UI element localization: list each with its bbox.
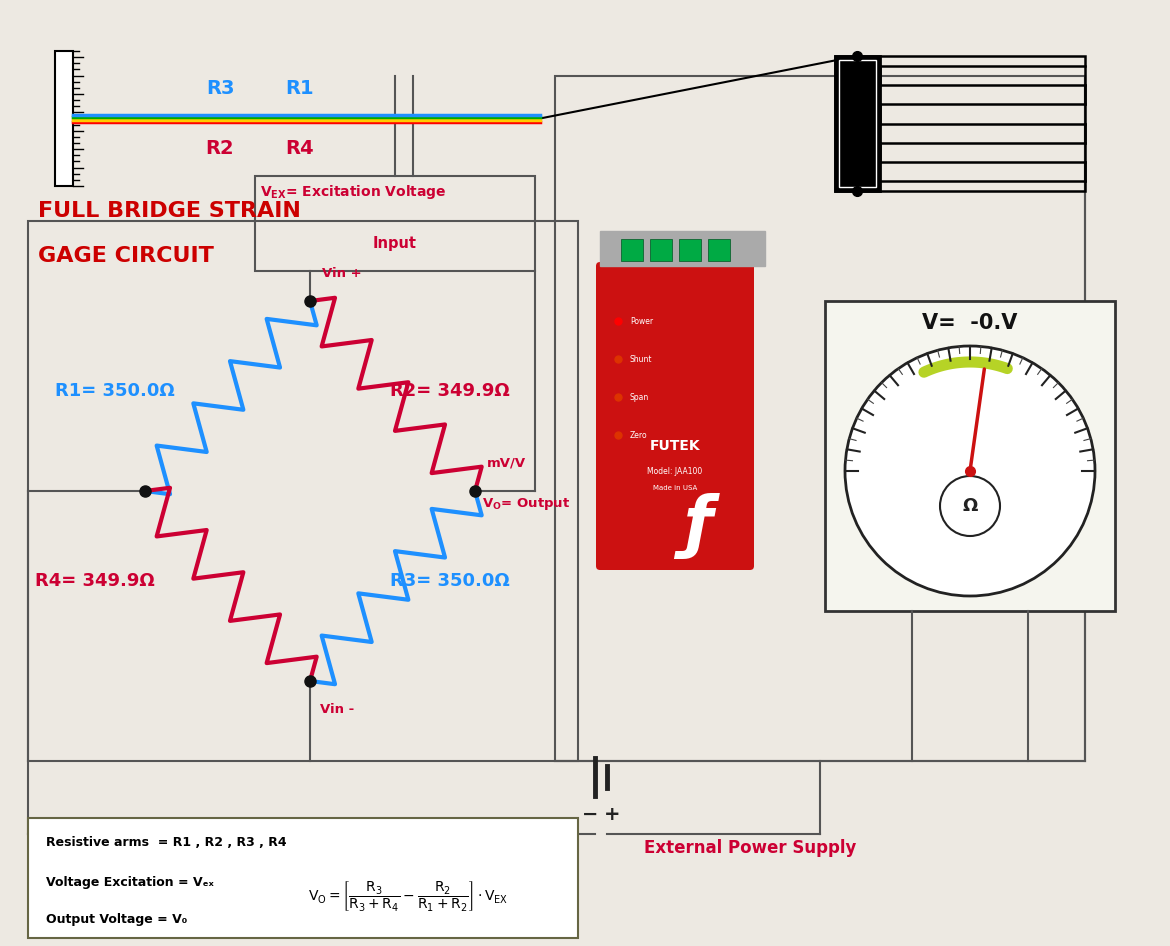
- Text: −: −: [581, 804, 598, 824]
- Text: mV/V: mV/V: [487, 457, 526, 469]
- Text: V=  -0.V: V= -0.V: [922, 313, 1018, 333]
- Bar: [708, 239, 730, 261]
- Text: R2= 349.9Ω: R2= 349.9Ω: [390, 382, 510, 400]
- Text: Ω: Ω: [962, 497, 978, 515]
- Text: Model: JAA100: Model: JAA100: [647, 466, 703, 476]
- Text: R4: R4: [285, 139, 315, 158]
- Text: R3= 350.0Ω: R3= 350.0Ω: [390, 572, 510, 590]
- Text: External Power Supply: External Power Supply: [644, 839, 856, 857]
- Text: R4= 349.9Ω: R4= 349.9Ω: [35, 572, 154, 590]
- Text: Voltage Excitation = Vₑₓ: Voltage Excitation = Vₑₓ: [46, 876, 214, 889]
- Text: R1: R1: [285, 79, 315, 98]
- Bar: [28, 221, 578, 761]
- Bar: [825, 301, 1115, 611]
- Text: R2: R2: [206, 139, 234, 158]
- Bar: [835, 56, 880, 191]
- Text: FUTEK: FUTEK: [649, 439, 701, 453]
- Text: $\mathbf{V_{EX}}$= Excitation Voltage: $\mathbf{V_{EX}}$= Excitation Voltage: [260, 183, 447, 201]
- Text: R3: R3: [206, 79, 234, 98]
- Text: +: +: [604, 804, 620, 824]
- Circle shape: [940, 476, 1000, 536]
- Text: ƒ: ƒ: [683, 493, 713, 559]
- FancyBboxPatch shape: [596, 262, 753, 570]
- Text: Shunt: Shunt: [629, 355, 653, 363]
- Text: Power: Power: [629, 317, 653, 325]
- Text: $\mathrm{V_O = \left[\dfrac{R_3}{R_3+R_4} - \dfrac{R_2}{R_1+R_2}\right] \cdot V_: $\mathrm{V_O = \left[\dfrac{R_3}{R_3+R_4…: [308, 879, 508, 913]
- Text: Resistive arms  = R1 , R2 , R3 , R4: Resistive arms = R1 , R2 , R3 , R4: [46, 836, 287, 849]
- Text: Zero: Zero: [629, 430, 648, 440]
- Text: Input: Input: [373, 236, 417, 251]
- Bar: [679, 239, 701, 261]
- Bar: [555, 76, 1085, 761]
- Bar: [55, 51, 73, 186]
- Bar: [620, 239, 642, 261]
- Text: Made in USA: Made in USA: [653, 485, 697, 491]
- Polygon shape: [600, 231, 765, 266]
- Text: Span: Span: [629, 393, 649, 401]
- Bar: [649, 239, 672, 261]
- Text: Vin -: Vin -: [321, 703, 355, 715]
- Text: R1= 350.0Ω: R1= 350.0Ω: [55, 382, 174, 400]
- Bar: [839, 60, 876, 187]
- Text: Vin +: Vin +: [322, 267, 362, 279]
- Text: Output Voltage = V₀: Output Voltage = V₀: [46, 913, 187, 926]
- Text: FULL BRIDGE STRAIN: FULL BRIDGE STRAIN: [37, 201, 301, 221]
- Bar: [835, 56, 1085, 191]
- Circle shape: [845, 346, 1095, 596]
- Text: $\mathbf{V_O}$= Output: $\mathbf{V_O}$= Output: [482, 496, 570, 512]
- Bar: [255, 176, 535, 271]
- Bar: [28, 818, 578, 938]
- Text: GAGE CIRCUIT: GAGE CIRCUIT: [37, 246, 214, 266]
